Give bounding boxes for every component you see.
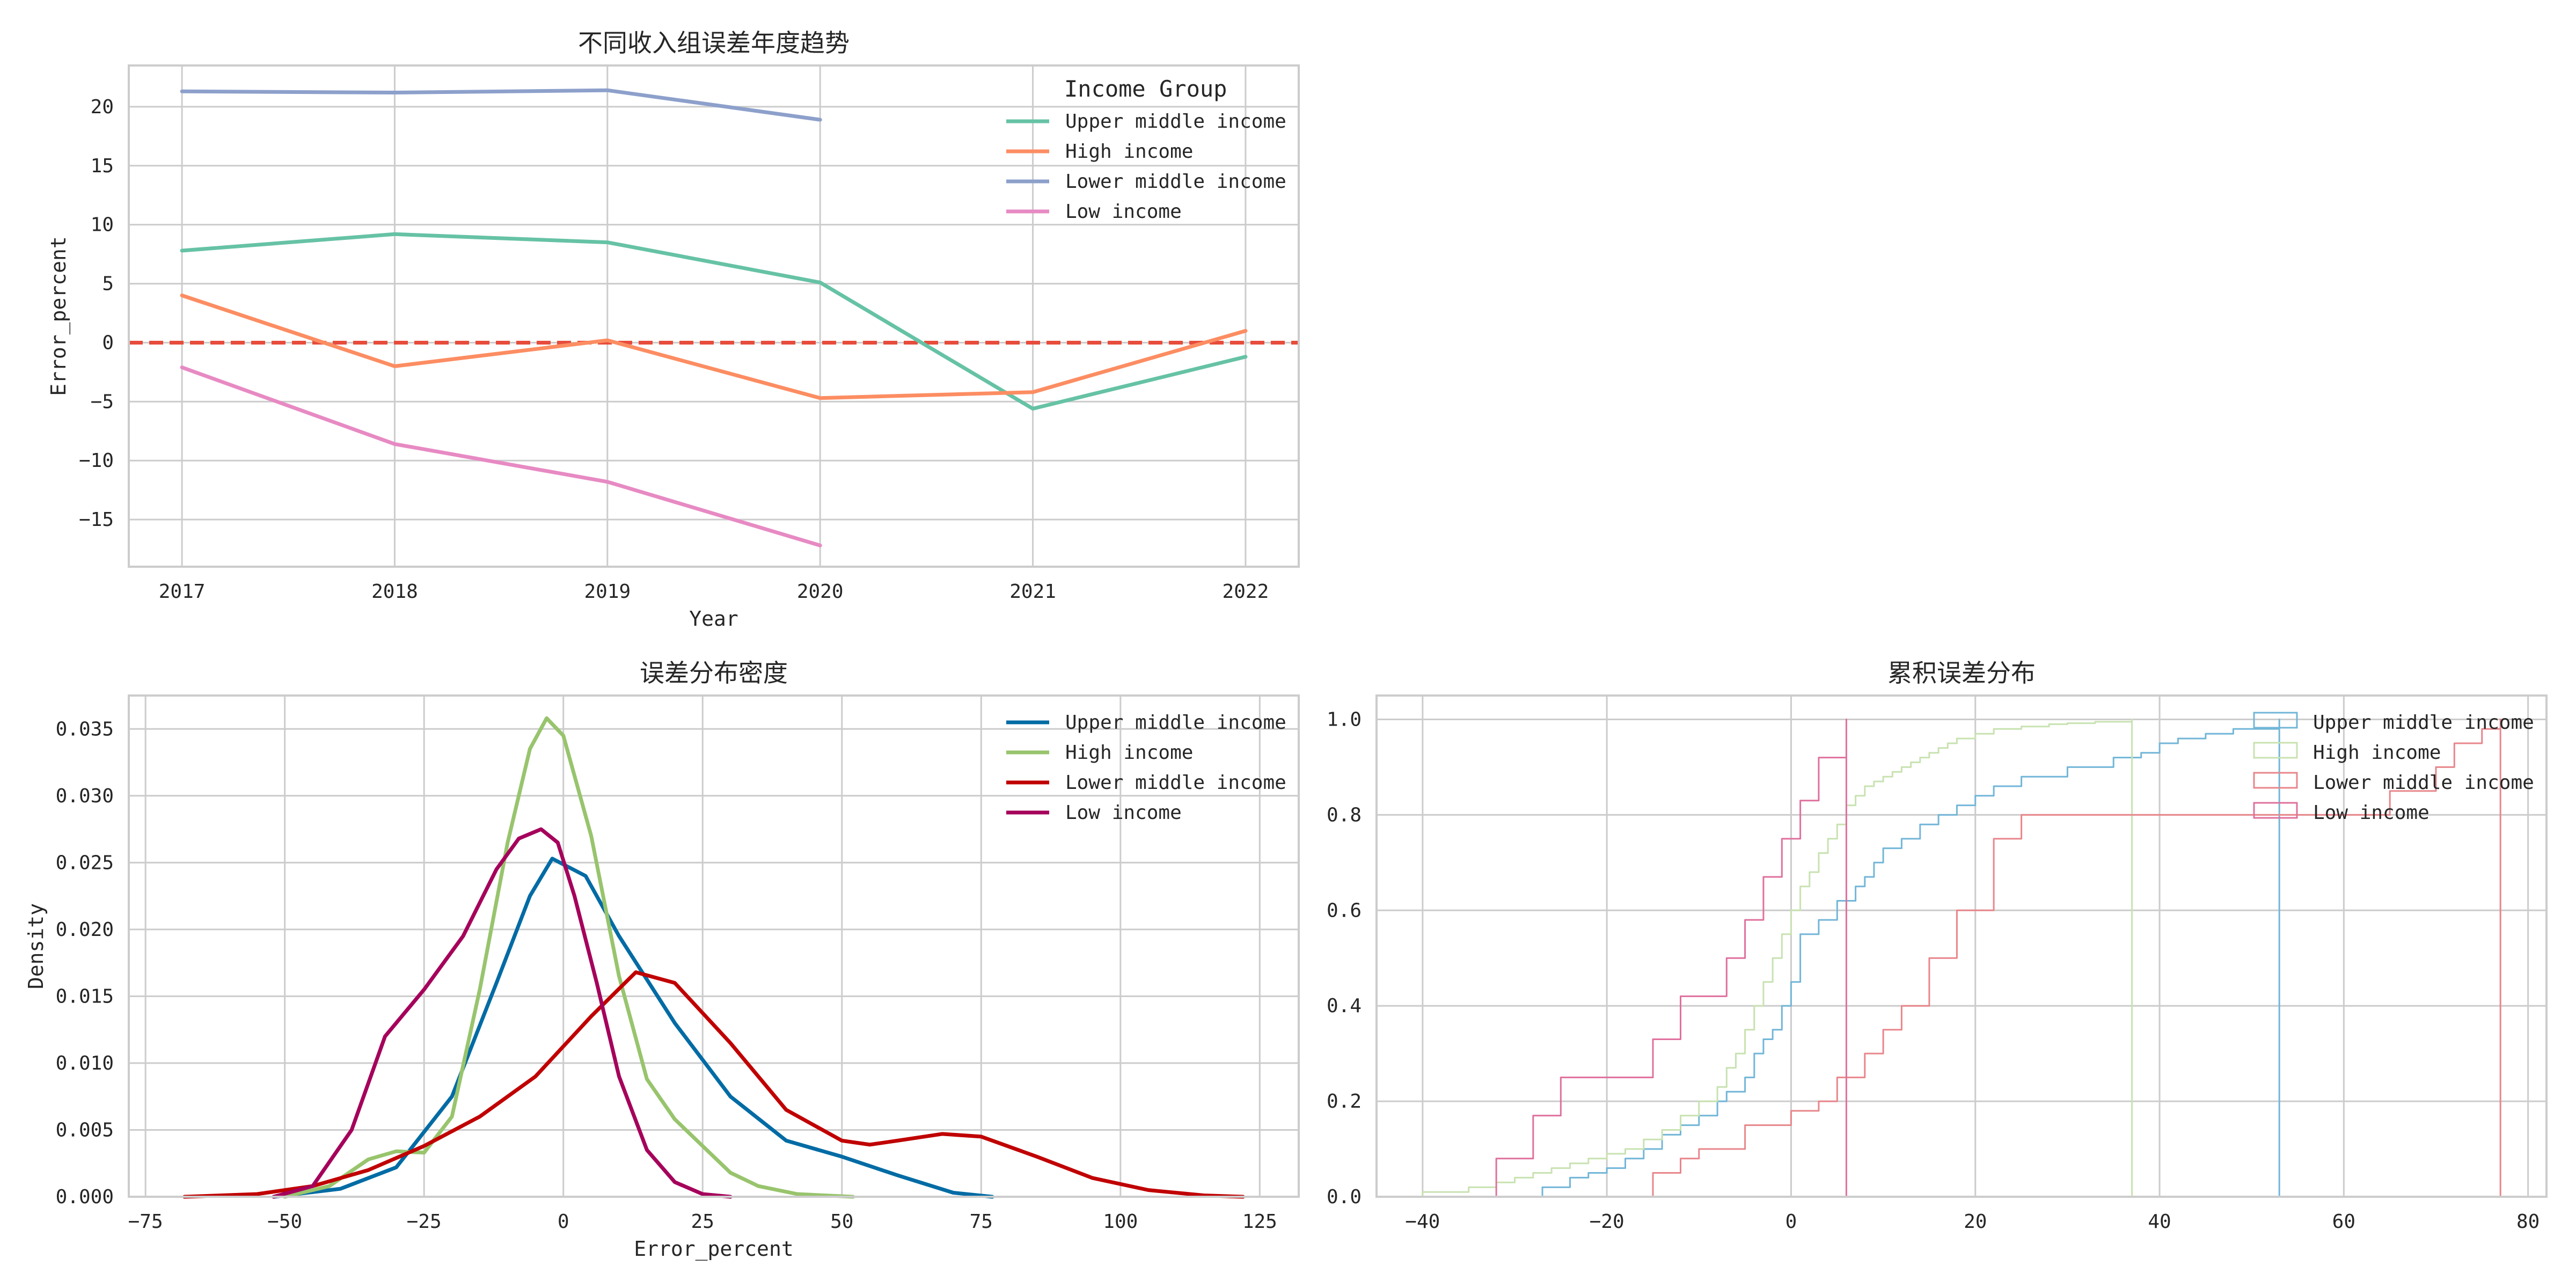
x-tick-label: 2021 bbox=[1009, 581, 1056, 603]
series-line-upper-middle-income bbox=[1541, 719, 2280, 1198]
series-line-lower-middle-income bbox=[182, 970, 1245, 1199]
y-tick-label: −10 bbox=[79, 450, 114, 472]
series-line-low-income bbox=[180, 365, 822, 547]
legend-entry: Lower middle income bbox=[1065, 772, 1286, 794]
y-tick-label: 0 bbox=[102, 332, 114, 354]
x-tick-label: 50 bbox=[830, 1211, 853, 1233]
y-tick-label: 0.015 bbox=[56, 985, 114, 1007]
y-tick-label: 0.8 bbox=[1327, 804, 1362, 826]
y-axis-label: Density bbox=[24, 903, 48, 989]
x-tick-label: −40 bbox=[1405, 1211, 1440, 1233]
y-tick-label: 0.035 bbox=[56, 718, 114, 740]
x-tick-label: 2017 bbox=[159, 581, 206, 603]
x-axis-label: Error_percent bbox=[634, 1237, 793, 1261]
plot-frame bbox=[128, 64, 1300, 568]
x-tick-label: −75 bbox=[128, 1211, 163, 1233]
series-line-high-income bbox=[283, 716, 855, 1199]
series-line-lower-middle-income bbox=[1652, 719, 2501, 1198]
x-tick-label: 75 bbox=[970, 1211, 993, 1233]
x-tick-label: 25 bbox=[691, 1211, 714, 1233]
x-tick-label: 60 bbox=[2332, 1211, 2355, 1233]
x-tick-label: 2018 bbox=[371, 581, 418, 603]
legend-swatch bbox=[2253, 712, 2298, 729]
y-tick-label: 0.010 bbox=[56, 1052, 114, 1074]
y-tick-label: 0.2 bbox=[1327, 1091, 1362, 1113]
x-tick-label: −20 bbox=[1590, 1211, 1624, 1233]
y-tick-label: 5 bbox=[102, 273, 114, 295]
x-tick-label: 0 bbox=[1785, 1211, 1797, 1233]
y-tick-label: 0.020 bbox=[56, 919, 114, 941]
legend-swatch bbox=[2253, 802, 2298, 819]
y-tick-label: 0.005 bbox=[56, 1119, 114, 1141]
x-tick-label: −50 bbox=[267, 1211, 302, 1233]
legend-entry: High income bbox=[1065, 742, 1193, 764]
y-tick-label: 1.0 bbox=[1327, 708, 1362, 730]
legend-entry: Low income bbox=[1065, 802, 1182, 824]
series-line-high-income bbox=[180, 294, 1248, 400]
chart-title: 不同收入组误差年度趋势 bbox=[578, 28, 850, 57]
legend-entry: High income bbox=[1065, 141, 1193, 163]
x-tick-label: −25 bbox=[407, 1211, 442, 1233]
panel-cumulative-error: −40 −20 0 20 40 60 80 0.0 0.2 0.4 0.6 0.8 1.0 累积误差分布 U… bbox=[1327, 658, 2548, 1233]
y-tick-label: 0.6 bbox=[1327, 899, 1362, 921]
y-tick-label: −15 bbox=[79, 509, 114, 531]
x-tick-label: 2019 bbox=[584, 581, 631, 603]
y-tick-label: −5 bbox=[91, 391, 114, 413]
series-line-upper-middle-income bbox=[180, 232, 1248, 411]
legend-entry: Upper middle income bbox=[1065, 712, 1286, 734]
legend-entry: Low income bbox=[1065, 201, 1182, 223]
panel-yearly-error-trend: 2017 2018 2019 2020 2021 2022 −15 −10 −5 0 5 10 15 20… bbox=[47, 28, 1300, 631]
y-tick-label: 0.025 bbox=[56, 852, 114, 874]
panel-error-density: −75 −50 −25 0 25 50 75 100 125 0.000 0.005 0.010 0.0… bbox=[24, 658, 1300, 1261]
x-tick-label: 0 bbox=[558, 1211, 569, 1233]
series-line-lower-middle-income bbox=[180, 88, 822, 122]
legend-entry: Upper middle income bbox=[1065, 111, 1286, 133]
y-tick-label: 0.0 bbox=[1327, 1186, 1362, 1208]
legend-entry: Low income bbox=[2313, 802, 2429, 824]
x-tick-label: 80 bbox=[2516, 1211, 2540, 1233]
y-tick-label: 0.030 bbox=[56, 785, 114, 807]
plot-frame bbox=[128, 694, 1300, 1198]
y-tick-label: 10 bbox=[91, 214, 114, 236]
plot-frame bbox=[1375, 694, 2548, 1198]
x-tick-label: 2020 bbox=[797, 581, 844, 603]
legend-entry: High income bbox=[2313, 742, 2441, 764]
series-line-high-income bbox=[1422, 719, 2133, 1198]
x-tick-label: 125 bbox=[1242, 1211, 1277, 1233]
legend-swatch bbox=[2253, 742, 2298, 759]
series-line-low-income bbox=[272, 827, 733, 1199]
legend-entry: Upper middle income bbox=[2313, 712, 2534, 734]
legend-swatch bbox=[2253, 772, 2298, 789]
x-tick-label: 100 bbox=[1103, 1211, 1138, 1233]
y-axis-label: Error_percent bbox=[47, 236, 71, 396]
y-tick-label: 0.4 bbox=[1327, 995, 1362, 1017]
chart-title: 累积误差分布 bbox=[1887, 658, 2036, 687]
chart-title: 误差分布密度 bbox=[640, 658, 788, 687]
y-tick-label: 0.000 bbox=[56, 1186, 114, 1208]
x-tick-label: 2022 bbox=[1223, 581, 1269, 603]
legend-entry: Lower middle income bbox=[1065, 171, 1286, 193]
series-line-low-income bbox=[1495, 719, 1847, 1198]
x-tick-label: 20 bbox=[1964, 1211, 1987, 1233]
legend-entry: Lower middle income bbox=[2313, 772, 2534, 794]
x-tick-label: 40 bbox=[2148, 1211, 2171, 1233]
legend-title: Income Group bbox=[1064, 76, 1227, 102]
x-axis-label: Year bbox=[689, 607, 738, 631]
y-tick-label: 20 bbox=[91, 96, 114, 118]
y-tick-label: 15 bbox=[91, 155, 114, 177]
series-line-upper-middle-income bbox=[272, 857, 994, 1199]
